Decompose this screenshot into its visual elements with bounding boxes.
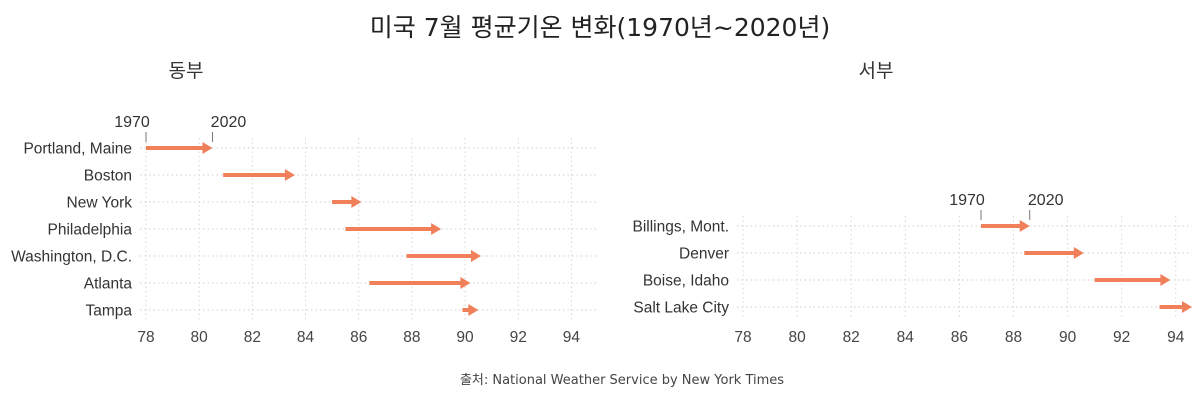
start-year-label: 1970 xyxy=(949,192,985,209)
x-tick-label: 86 xyxy=(951,329,968,346)
change-arrow xyxy=(981,220,1030,232)
change-arrow xyxy=(1159,301,1192,313)
change-arrow xyxy=(1094,274,1171,286)
change-arrow xyxy=(369,277,471,289)
x-tick-label: 86 xyxy=(350,329,367,346)
category-label: Tampa xyxy=(85,303,132,320)
change-arrow xyxy=(332,196,362,208)
category-label: Salt Lake City xyxy=(633,300,729,317)
x-tick-label: 82 xyxy=(843,329,860,346)
category-label: Billings, Mont. xyxy=(633,219,729,236)
x-tick-label: 88 xyxy=(403,329,420,346)
x-tick-label: 90 xyxy=(1059,329,1077,346)
end-year-label: 2020 xyxy=(1028,192,1064,209)
category-label: Washington, D.C. xyxy=(11,249,132,266)
chart-title: 미국 7월 평균기온 변화(1970년~2020년) xyxy=(370,13,830,42)
x-tick-label: 94 xyxy=(1167,329,1185,346)
category-label: Atlanta xyxy=(84,276,133,293)
category-label: Boise, Idaho xyxy=(643,273,729,290)
x-tick-label: 92 xyxy=(510,329,527,346)
panel-east: 동부 78 80 82 84 86 88 90 92 94 Portland, Maine Bosto… xyxy=(11,60,598,346)
x-tick-label: 82 xyxy=(244,329,261,346)
panel-title: 서부 xyxy=(859,60,894,82)
panel-west: 서부 78 80 82 84 86 88 90 92 94 Billings, Mont. Denve… xyxy=(633,60,1192,346)
x-tick-label: 80 xyxy=(191,329,209,346)
category-label: Philadelphia xyxy=(48,222,133,239)
x-tick-label: 78 xyxy=(137,329,154,346)
change-arrow xyxy=(462,304,479,316)
change-arrow xyxy=(406,250,482,262)
x-tick-label: 92 xyxy=(1113,329,1130,346)
change-arrow xyxy=(146,142,213,154)
change-arrow xyxy=(1024,247,1084,259)
end-year-label: 2020 xyxy=(211,114,247,131)
x-tick-label: 88 xyxy=(1005,329,1022,346)
panel-title: 동부 xyxy=(169,60,204,82)
x-tick-label: 80 xyxy=(788,329,806,346)
category-label: Portland, Maine xyxy=(23,141,132,158)
x-tick-label: 84 xyxy=(297,329,315,346)
x-tick-label: 90 xyxy=(456,329,474,346)
category-label: Denver xyxy=(679,246,729,263)
category-label: Boston xyxy=(84,168,132,185)
change-arrow xyxy=(345,223,442,235)
start-year-label: 1970 xyxy=(114,114,150,131)
x-tick-label: 78 xyxy=(734,329,751,346)
x-tick-label: 84 xyxy=(897,329,915,346)
x-tick-label: 94 xyxy=(563,329,581,346)
change-arrow xyxy=(223,169,295,181)
category-label: New York xyxy=(67,195,133,212)
source-note: 출처: National Weather Service by New York… xyxy=(460,373,784,388)
